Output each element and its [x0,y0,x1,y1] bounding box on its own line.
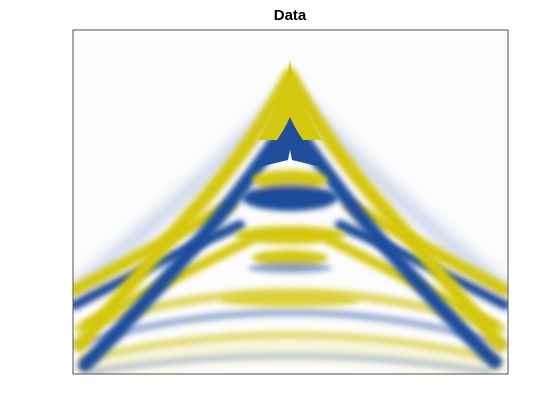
chart-title: Data [274,7,307,24]
apex-blue [255,117,325,168]
inner-events [220,170,360,307]
apex-yellow [258,60,322,140]
image [73,60,508,374]
axes-box [72,29,509,375]
